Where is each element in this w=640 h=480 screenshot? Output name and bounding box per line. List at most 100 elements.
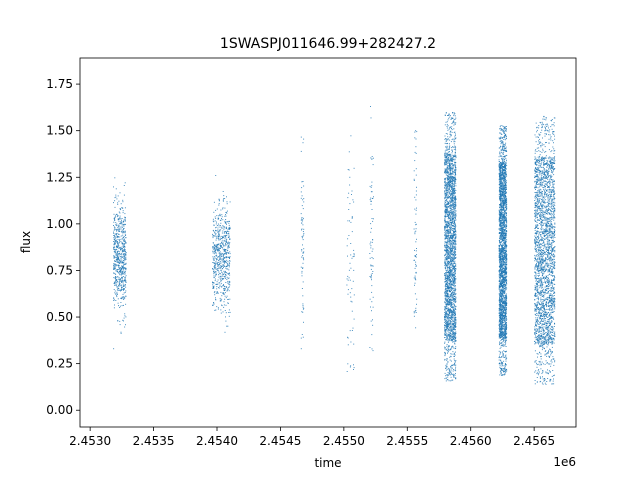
data-point — [448, 279, 450, 281]
data-point — [452, 320, 454, 322]
data-point — [451, 206, 453, 208]
data-point — [452, 292, 454, 294]
data-point — [114, 267, 116, 269]
data-point — [222, 200, 224, 202]
data-point — [449, 267, 451, 269]
data-point — [452, 237, 454, 239]
data-point — [450, 174, 452, 176]
data-point — [447, 154, 448, 156]
data-point — [447, 273, 449, 275]
data-point — [504, 189, 506, 190]
data-point — [449, 374, 451, 376]
data-point — [452, 280, 454, 282]
data-point — [501, 299, 503, 301]
data-point — [117, 268, 119, 270]
data-point — [415, 223, 417, 225]
data-point — [223, 253, 225, 254]
data-point — [118, 239, 120, 241]
data-point — [447, 171, 449, 173]
data-point — [116, 269, 118, 271]
data-point — [226, 212, 228, 214]
data-point — [225, 230, 227, 232]
data-point — [300, 266, 302, 268]
data-point — [446, 336, 448, 338]
data-point — [455, 214, 457, 216]
data-point — [445, 237, 447, 239]
data-point — [452, 209, 454, 211]
data-point — [223, 258, 225, 259]
data-point — [227, 243, 229, 245]
data-point — [501, 295, 503, 296]
data-point — [450, 302, 452, 303]
data-point — [213, 257, 215, 259]
data-point — [445, 178, 447, 179]
data-point — [450, 315, 452, 317]
data-point — [449, 139, 451, 141]
data-point — [217, 223, 219, 225]
data-point — [448, 206, 450, 208]
data-point — [113, 268, 115, 270]
data-point — [444, 346, 446, 348]
data-point — [212, 281, 213, 283]
data-point — [448, 323, 450, 325]
data-point — [455, 225, 457, 227]
data-point — [505, 371, 507, 373]
data-point — [450, 162, 452, 164]
data-point — [446, 168, 448, 170]
data-point — [347, 363, 349, 365]
data-point — [115, 260, 117, 262]
data-point — [449, 244, 451, 246]
data-point — [216, 244, 218, 246]
data-point — [450, 360, 452, 362]
data-point — [449, 179, 451, 181]
data-point — [448, 285, 450, 286]
data-point — [302, 257, 304, 259]
data-point — [451, 346, 453, 348]
data-point — [452, 303, 454, 305]
data-point — [445, 329, 447, 331]
data-point — [115, 260, 117, 262]
data-point — [448, 324, 450, 326]
data-point — [118, 288, 120, 289]
data-point — [351, 288, 353, 290]
data-point — [118, 226, 120, 228]
data-point — [445, 221, 447, 223]
data-point — [124, 219, 126, 221]
data-point — [449, 359, 451, 361]
data-point — [445, 285, 447, 287]
data-point — [116, 224, 118, 226]
data-point — [301, 249, 303, 250]
data-point — [502, 243, 504, 245]
data-point — [455, 215, 457, 217]
data-point — [445, 305, 447, 307]
data-point — [452, 191, 454, 193]
data-point — [454, 232, 455, 234]
data-point — [448, 186, 450, 187]
data-point — [454, 222, 456, 224]
data-point — [450, 340, 452, 342]
data-point — [449, 273, 450, 275]
data-point — [453, 256, 455, 258]
data-point — [448, 264, 450, 266]
data-point — [452, 307, 453, 309]
data-point — [116, 293, 118, 295]
data-point — [453, 124, 455, 126]
data-point — [114, 276, 116, 278]
data-point — [454, 238, 456, 240]
data-point — [224, 277, 226, 279]
data-point — [449, 193, 451, 194]
data-point — [415, 312, 417, 313]
data-point — [115, 276, 117, 278]
data-point — [302, 219, 304, 221]
data-point — [216, 259, 218, 261]
data-point — [448, 314, 450, 316]
data-point — [119, 267, 121, 269]
data-point — [220, 226, 222, 228]
data-point — [449, 349, 451, 351]
data-point — [448, 157, 449, 158]
data-point — [451, 240, 453, 242]
data-point — [454, 269, 456, 271]
data-point — [445, 138, 447, 139]
data-point — [451, 312, 453, 314]
data-point — [122, 250, 124, 252]
